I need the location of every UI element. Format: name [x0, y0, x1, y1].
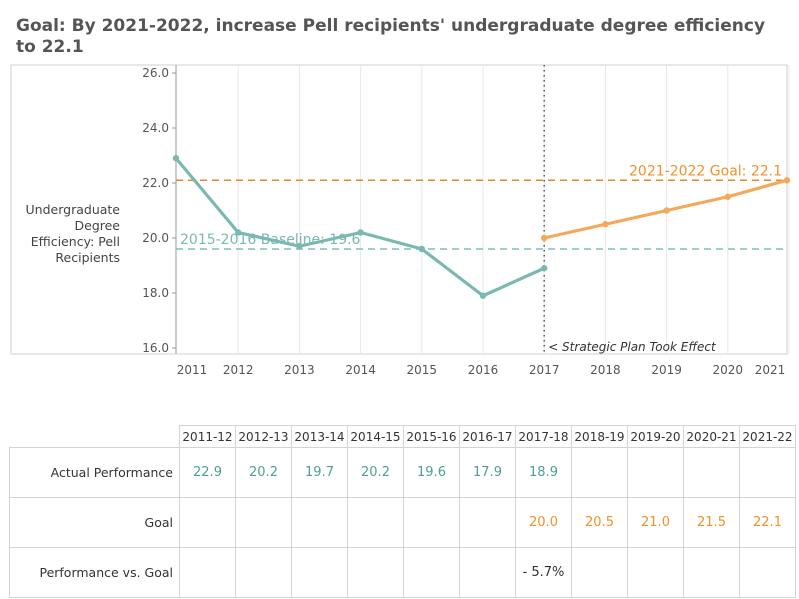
- table-column-header: 2015-16: [403, 425, 460, 448]
- actual-performance-point: [418, 245, 425, 253]
- x-tick-label: 2013: [284, 363, 315, 377]
- plot-frame: [10, 64, 788, 355]
- table-cell: 19.7: [291, 447, 348, 498]
- table-cell: [571, 547, 628, 598]
- table-row: Performance vs. Goal - 5.7%: [9, 547, 796, 598]
- table-row: Goal 20.0 20.5 21.0 21.5 22.1: [9, 497, 796, 548]
- table-column-header: 2014-15: [347, 425, 404, 448]
- table-row-label: Performance vs. Goal: [9, 547, 180, 598]
- y-tick-label: 22.0: [142, 176, 169, 190]
- table-cell: [739, 547, 796, 598]
- strategic-plan-annotation: < Strategic Plan Took Effect: [548, 340, 717, 354]
- table-cell: [235, 547, 292, 598]
- table-column-header: 2018-19: [571, 425, 628, 448]
- table-cell: [683, 447, 740, 498]
- table-column-header: 2011-12: [179, 425, 236, 448]
- table-cell: [403, 497, 460, 548]
- table-cell: 21.0: [627, 497, 684, 548]
- table-cell: [571, 447, 628, 498]
- x-tick-label: 2017: [529, 363, 560, 377]
- actual-performance-point: [235, 229, 242, 236]
- y-tick-label: 18.0: [142, 286, 169, 300]
- actual-performance-point: [296, 243, 303, 250]
- table-cell: [291, 497, 348, 548]
- goal-point: [783, 177, 791, 184]
- goal-point: [541, 234, 548, 242]
- table-cell: [347, 497, 404, 548]
- table-cell: 22.9: [179, 447, 236, 498]
- line-chart: 16.0 18.0 20.0 22.0 24.0 26.0 2011 2012 2013 2014…: [10, 64, 791, 377]
- goal-point: [663, 207, 670, 214]
- table-cell: [459, 497, 516, 548]
- x-tick-label: 2012: [223, 363, 254, 377]
- y-tick-label: 26.0: [142, 66, 169, 80]
- goal-point: [602, 221, 609, 228]
- table-column-header: 2020-21: [683, 425, 740, 448]
- table-cell: - 5.7%: [515, 547, 572, 598]
- x-tick-label: 2021: [755, 363, 786, 377]
- table-corner: [9, 425, 180, 448]
- table-cell: 19.6: [403, 447, 460, 498]
- actual-performance-point: [357, 229, 364, 236]
- actual-performance-point: [172, 155, 180, 162]
- x-tick-label: 2011: [177, 363, 208, 377]
- table-column-header: 2019-20: [627, 425, 684, 448]
- table-cell: [179, 547, 236, 598]
- table-cell: [627, 447, 684, 498]
- table-cell: [403, 547, 460, 598]
- table-cell: 20.5: [571, 497, 628, 548]
- table-cell: 17.9: [459, 447, 516, 498]
- table-column-header: 2013-14: [291, 425, 348, 448]
- actual-performance-point: [479, 292, 487, 299]
- table-cell: 21.5: [683, 497, 740, 548]
- y-tick-label: 24.0: [142, 121, 169, 135]
- table-cell: 20.2: [347, 447, 404, 498]
- table-column-header: 2012-13: [235, 425, 292, 448]
- y-tick-label: 16.0: [142, 341, 169, 355]
- table-cell: [459, 547, 516, 598]
- goal-point: [724, 193, 731, 200]
- table-cell: 18.9: [515, 447, 572, 498]
- chart-title: Goal: By 2021-2022, increase Pell recipi…: [16, 16, 766, 57]
- table-cell: [179, 497, 236, 548]
- table-row-label: Goal: [9, 497, 180, 548]
- table-column-header: 2016-17: [459, 425, 516, 448]
- y-tick-label: 20.0: [142, 231, 169, 245]
- table-row-label: Actual Performance: [9, 447, 180, 498]
- goal-reference-label: 2021-2022 Goal: 22.1: [629, 163, 782, 179]
- x-tick-label: 2015: [407, 363, 438, 377]
- table-cell: [627, 547, 684, 598]
- table-cell: 20.0: [515, 497, 572, 548]
- table-cell: 22.1: [739, 497, 796, 548]
- x-tick-label: 2019: [651, 363, 682, 377]
- x-tick-label: 2016: [468, 363, 499, 377]
- table-cell: [347, 547, 404, 598]
- table-cell: 20.2: [235, 447, 292, 498]
- table-column-header: 2017-18: [515, 425, 572, 448]
- data-table: 2011-12 2012-13 2013-14 2014-15 2015-16 2016-…: [9, 425, 796, 598]
- x-tick-label: 2014: [345, 363, 376, 377]
- table-cell: [739, 447, 796, 498]
- table-cell: [683, 547, 740, 598]
- x-tick-label: 2020: [713, 363, 744, 377]
- y-axis-label: Undergraduate Degree Efficiency: Pell Re…: [25, 202, 120, 265]
- x-tick-label: 2018: [590, 363, 621, 377]
- table-column-header: 2021-22: [739, 425, 796, 448]
- table-row: Actual Performance 22.9 20.2 19.7 20.2 19.6 17…: [9, 447, 796, 498]
- table-cell: [235, 497, 292, 548]
- actual-performance-point: [541, 265, 548, 272]
- table-cell: [291, 547, 348, 598]
